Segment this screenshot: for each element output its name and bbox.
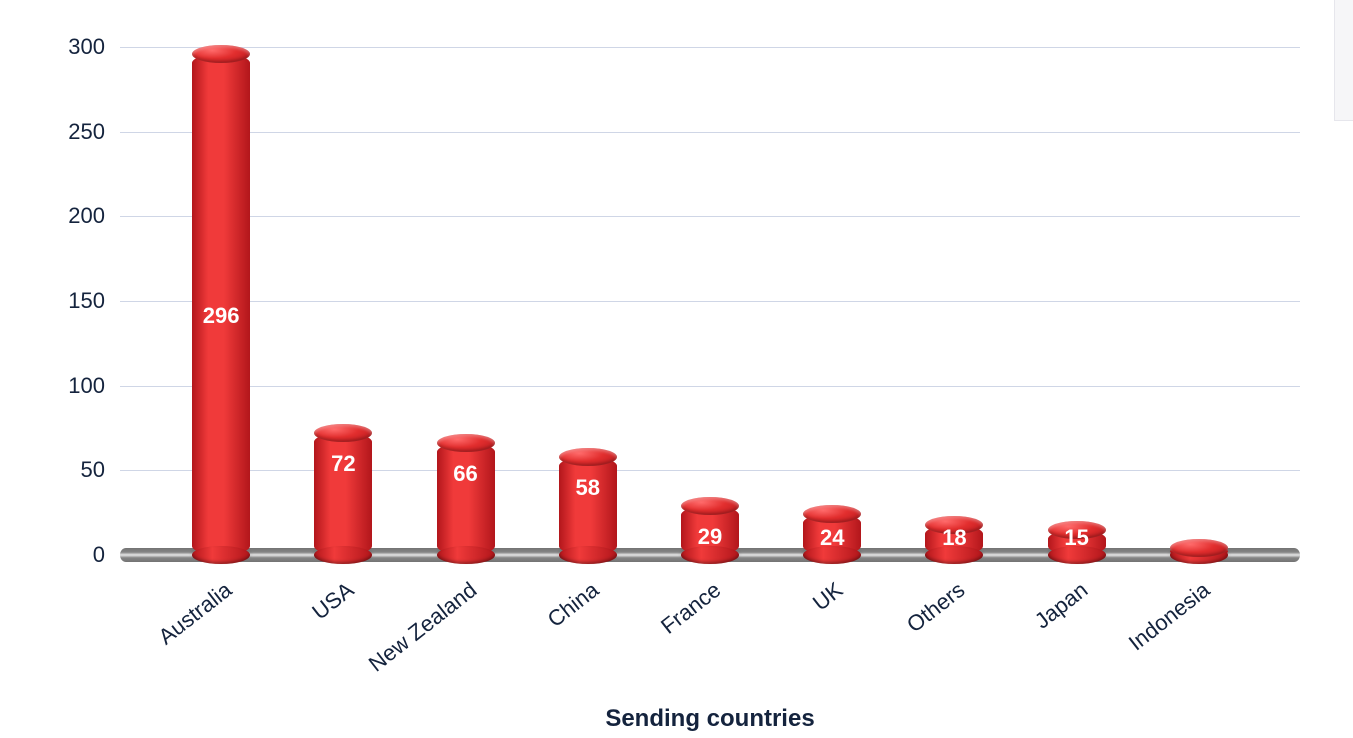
gridline [120,386,1300,387]
plot-area: 29672665829241815 [120,30,1300,555]
bar [925,516,983,555]
x-tick-label: Others [902,577,970,638]
bar-body [559,457,617,555]
bar-top-cap [192,45,250,63]
x-tick-label: Indonesia [1124,577,1215,656]
y-tick-label: 300 [50,34,105,60]
y-tick-label: 250 [50,119,105,145]
x-tick-label: China [542,577,603,633]
x-tick-label: New Zealand [363,577,481,677]
x-tick-label: Japan [1029,577,1092,634]
bar-body [192,54,250,555]
bar [1048,521,1106,555]
x-axis-title: Sending countries [120,705,1300,733]
bar [1170,539,1228,555]
bar-top-cap [925,516,983,534]
bar-chart: 29672665829241815 Numbers sent Sending c… [0,0,1353,738]
y-tick-label: 200 [50,203,105,229]
bar [559,448,617,555]
gridline [120,470,1300,471]
bar-body [437,443,495,555]
bar-body [314,433,372,555]
y-tick-label: 50 [50,457,105,483]
bar-top-cap [437,434,495,452]
x-tick-label: USA [308,577,360,625]
gridline [120,47,1300,48]
bar [437,434,495,555]
bar [681,497,739,555]
y-tick-label: 0 [50,542,105,568]
gridline [120,301,1300,302]
y-tick-label: 100 [50,373,105,399]
decorative-right-rail [1334,0,1353,121]
x-tick-label: France [656,577,726,640]
gridline [120,132,1300,133]
bar-top-cap [1048,521,1106,539]
gridline [120,216,1300,217]
x-tick-label: Australia [154,577,237,650]
bar-top-cap [559,448,617,466]
bar-top-cap [681,497,739,515]
bar [192,45,250,555]
y-tick-label: 150 [50,288,105,314]
bar [803,505,861,555]
x-tick-label: UK [808,577,848,616]
bar [314,424,372,555]
